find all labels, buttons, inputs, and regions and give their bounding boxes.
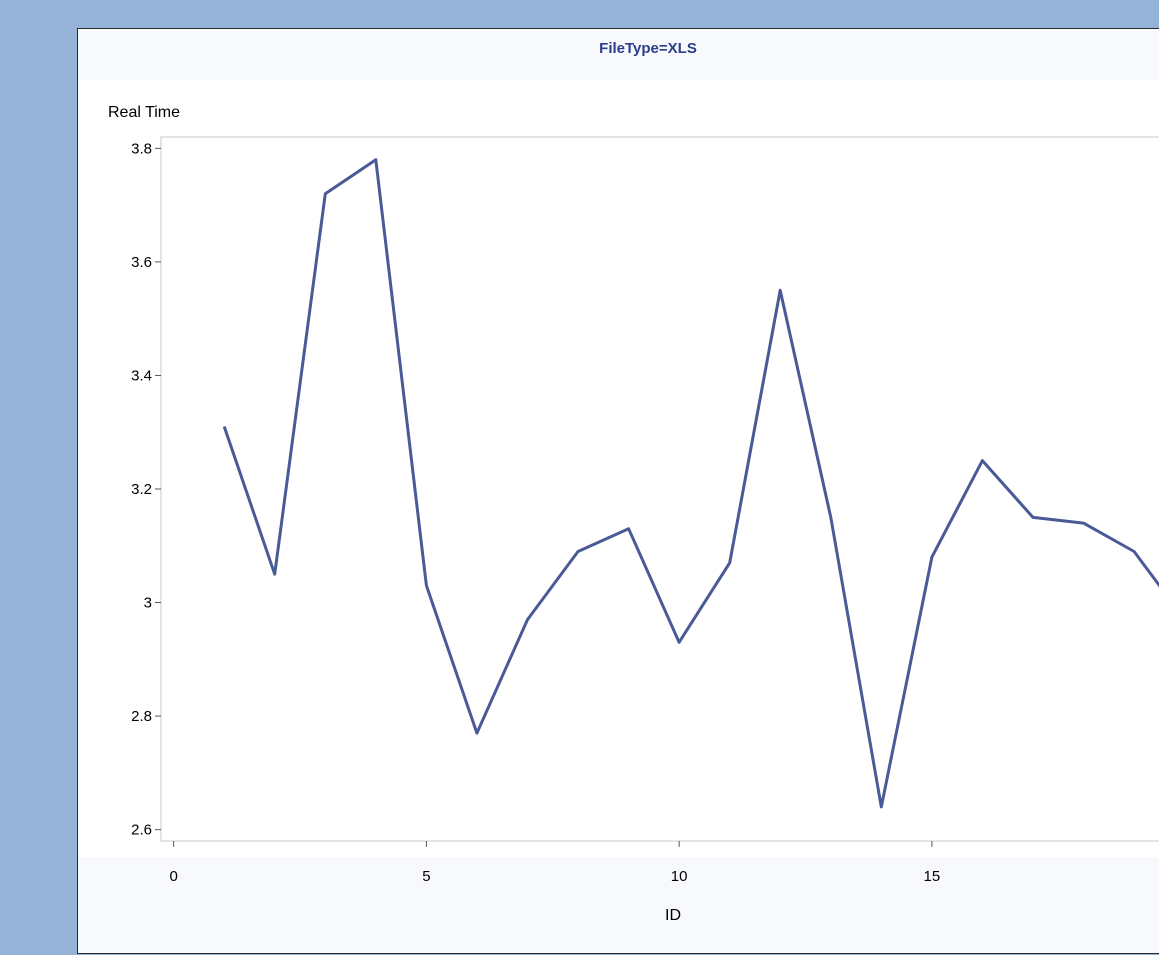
x-tick-label: 0: [169, 868, 177, 885]
x-tick-label: 15: [924, 868, 941, 885]
y-tick-label: 3.2: [131, 481, 152, 498]
y-tick-label: 3: [144, 595, 152, 612]
chart-title: FileType=XLS: [599, 40, 697, 57]
y-tick-label: 3.6: [131, 254, 152, 271]
x-axis-label: ID: [665, 907, 681, 924]
y-axis: 2.6 2.8 3 3.2 3.4 3.6 3.8: [131, 140, 161, 839]
y-tick-label: 3.4: [131, 367, 152, 384]
y-tick-label: 3.8: [131, 140, 152, 157]
chart-body: [78, 80, 1159, 857]
series-line: [222, 158, 1159, 809]
series-group: [222, 158, 1159, 809]
y-tick-label: 2.8: [131, 708, 152, 725]
title-band: [78, 29, 1159, 80]
y-axis-label: Real Time: [108, 104, 180, 121]
y-tick-label: 2.6: [131, 822, 152, 839]
x-axis: 0 5 10 15: [169, 841, 940, 885]
x-tick-label: 5: [422, 868, 430, 885]
x-tick-label: 10: [671, 868, 688, 885]
